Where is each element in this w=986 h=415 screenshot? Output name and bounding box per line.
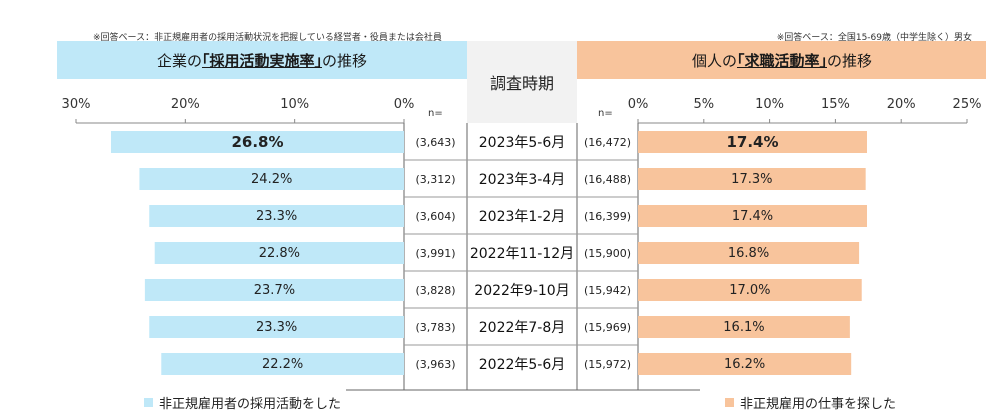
period-cell: 2023年1-2月: [478, 209, 566, 225]
right-n-cell: (16,472): [583, 135, 632, 149]
right-bar: [638, 205, 867, 227]
right-title-pre: 個人の: [691, 51, 737, 70]
left-n-cell: (3,312): [415, 172, 456, 186]
right-bar: [638, 242, 860, 264]
legend-left-swatch: [144, 398, 153, 407]
left-title-pre: 企業の: [156, 51, 202, 70]
left-value-label: 26.8%: [231, 133, 284, 151]
left-value-label: 22.2%: [261, 356, 304, 372]
period-cell: 2022年11-12月: [469, 246, 575, 262]
left-value-label: 23.3%: [255, 208, 298, 224]
right-tick-label: 15%: [820, 97, 850, 112]
period-cell: 2022年5-6月: [478, 357, 566, 373]
right-bar: [638, 353, 852, 375]
right-bar: [638, 279, 862, 301]
right-value-label: 16.2%: [723, 356, 766, 372]
right-tick-label: 5%: [693, 97, 715, 112]
period-cell: 2022年7-8月: [478, 320, 566, 336]
right-n-cell: (16,488): [583, 172, 632, 186]
right-value-label: 16.8%: [727, 245, 770, 261]
note-right: ※回答ベース：全国15-69歳（中学生除く）男女: [776, 33, 972, 43]
right-title-em: ｢求職活動率｣: [736, 51, 827, 70]
right-tick-label: 20%: [886, 97, 916, 112]
right-value-label: 17.4%: [731, 208, 774, 224]
right-value-label: 17.3%: [731, 171, 773, 187]
left-bar: [149, 316, 404, 338]
left-bar: [149, 205, 404, 227]
left-n-cell: (3,828): [415, 283, 456, 297]
right-bar: [638, 316, 850, 338]
left-value-label: 23.3%: [255, 319, 298, 335]
left-n-cell: (3,963): [415, 357, 456, 371]
right-n-cell: (15,942): [583, 283, 632, 297]
right-n-cell: (16,399): [583, 209, 632, 223]
left-bar: [144, 279, 404, 301]
left-n-cell: (3,643): [415, 135, 456, 149]
right-value-label: 17.4%: [726, 133, 779, 151]
left-title-em: ｢採用活動実施率｣: [201, 51, 322, 70]
note-left: ※回答ベース：非正規雇用者の採用活動状況を把握している経営者・役員または会社員: [93, 33, 442, 43]
right-value-label: 17.0%: [729, 282, 771, 298]
left-value-label: 23.7%: [253, 282, 296, 298]
left-tick-label: 10%: [280, 97, 310, 112]
legend-left-label: 非正規雇用者の採用活動をした: [159, 397, 342, 412]
right-title-post: の推移: [827, 51, 873, 70]
left-n-cell: (3,991): [415, 246, 456, 260]
right-tick-label: 0%: [627, 97, 649, 112]
left-value-label: 24.2%: [251, 171, 293, 187]
period-cell: 2022年9-10月: [474, 283, 570, 299]
period-cell: 2023年5-6月: [478, 135, 566, 151]
period-cell: 2023年3-4月: [478, 172, 566, 188]
right-n-cell: (15,972): [583, 357, 632, 371]
right-bar: [638, 168, 866, 190]
left-bar: [154, 242, 404, 264]
left-tick-label: 30%: [61, 97, 91, 112]
left-tick-label: 0%: [393, 97, 415, 112]
left-bar: [161, 353, 404, 375]
legend-right-swatch: [725, 398, 734, 407]
left-chart-title: 企業の ｢採用活動実施率｣ の推移: [57, 41, 467, 79]
right-n-cell: (15,969): [583, 320, 632, 334]
left-tick-label: 20%: [170, 97, 200, 112]
right-chart-title: 個人の ｢求職活動率｣ の推移: [577, 41, 986, 79]
left-bar: [110, 131, 404, 153]
left-n-cell: (3,604): [415, 209, 456, 223]
right-value-label: 16.1%: [723, 319, 765, 335]
n-label-right: n=: [598, 108, 613, 119]
right-n-cell: (15,900): [583, 246, 632, 260]
legend-right: 非正規雇用の仕事を探した: [725, 393, 896, 412]
legend-right-label: 非正規雇用の仕事を探した: [740, 397, 897, 412]
left-value-label: 22.8%: [258, 245, 300, 261]
right-bar: [638, 131, 867, 153]
n-label-left: n=: [428, 108, 443, 119]
left-title-post: の推移: [322, 51, 368, 70]
legend-left: 非正規雇用者の採用活動をした: [144, 393, 341, 412]
period-header: 調査時期: [467, 41, 577, 123]
right-tick-label: 25%: [952, 97, 982, 112]
left-bar: [139, 168, 404, 190]
left-n-cell: (3,783): [415, 320, 456, 334]
right-tick-label: 10%: [755, 97, 785, 112]
